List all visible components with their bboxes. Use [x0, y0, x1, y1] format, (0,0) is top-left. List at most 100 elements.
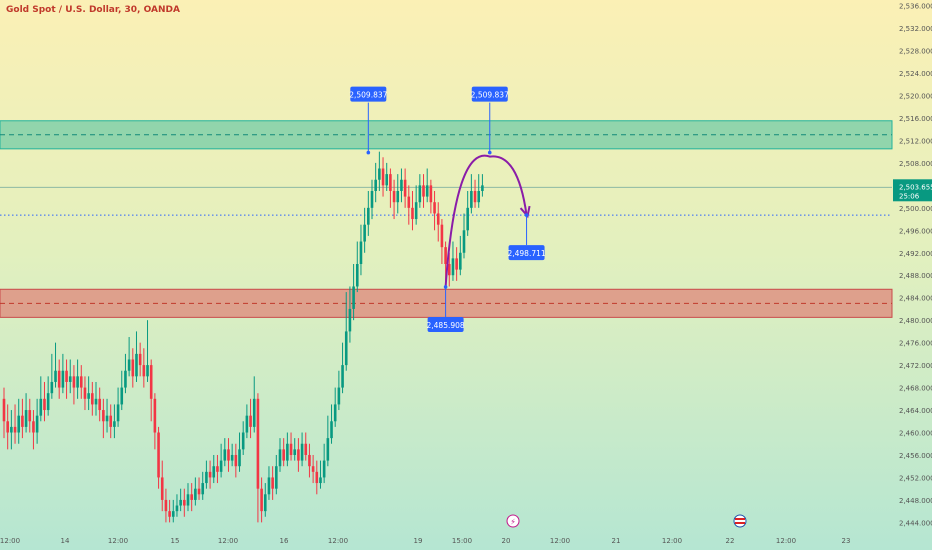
- candle-body[interactable]: [175, 505, 179, 512]
- candle-body[interactable]: [370, 190, 374, 208]
- candle-body[interactable]: [13, 426, 17, 433]
- candle-body[interactable]: [65, 370, 68, 382]
- candle-body[interactable]: [297, 449, 300, 461]
- candle-body[interactable]: [157, 432, 160, 478]
- candle-body[interactable]: [87, 393, 90, 399]
- candle-body[interactable]: [91, 393, 94, 405]
- candle-body[interactable]: [407, 196, 411, 208]
- candle-body[interactable]: [429, 185, 433, 203]
- candle-body[interactable]: [79, 376, 83, 388]
- candle-body[interactable]: [473, 190, 477, 203]
- candle-body[interactable]: [337, 387, 341, 405]
- candle-body[interactable]: [315, 471, 319, 484]
- candle-body[interactable]: [234, 454, 238, 467]
- candle-body[interactable]: [267, 477, 271, 495]
- candle-body[interactable]: [374, 179, 377, 191]
- candle-body[interactable]: [470, 190, 473, 208]
- candle-body[interactable]: [333, 404, 337, 422]
- candle-body[interactable]: [186, 494, 190, 506]
- candle-body[interactable]: [190, 494, 193, 500]
- candle-body[interactable]: [21, 415, 24, 427]
- candle-body[interactable]: [418, 185, 422, 203]
- candle-body[interactable]: [330, 421, 333, 439]
- candle-body[interactable]: [455, 258, 458, 270]
- candle-body[interactable]: [109, 415, 113, 427]
- candle-body[interactable]: [326, 438, 330, 461]
- candle-body[interactable]: [359, 241, 363, 264]
- candle-body[interactable]: [179, 499, 182, 506]
- candle-body[interactable]: [2, 398, 6, 422]
- candle-body[interactable]: [208, 471, 212, 478]
- candle-body[interactable]: [414, 202, 418, 220]
- candle-body[interactable]: [83, 387, 87, 399]
- candle-body[interactable]: [459, 252, 462, 270]
- candle-body[interactable]: [138, 353, 142, 366]
- candle-body[interactable]: [61, 370, 65, 388]
- candle-body[interactable]: [462, 230, 466, 253]
- candle-body[interactable]: [153, 398, 157, 433]
- candle-body[interactable]: [219, 460, 223, 472]
- candle-body[interactable]: [389, 174, 392, 191]
- candle-body[interactable]: [227, 449, 230, 461]
- candle-body[interactable]: [300, 443, 304, 461]
- candle-body[interactable]: [444, 247, 447, 264]
- candle-body[interactable]: [447, 264, 451, 276]
- candle-body[interactable]: [149, 365, 153, 399]
- candle-body[interactable]: [197, 488, 201, 495]
- candle-body[interactable]: [164, 499, 168, 512]
- candle-body[interactable]: [120, 387, 124, 405]
- candle-body[interactable]: [304, 443, 308, 455]
- candle-body[interactable]: [436, 213, 440, 225]
- candle-body[interactable]: [322, 460, 326, 478]
- candle-body[interactable]: [171, 511, 175, 517]
- candle-body[interactable]: [241, 432, 245, 450]
- candle-body[interactable]: [10, 426, 13, 433]
- candle-body[interactable]: [422, 185, 425, 197]
- candle-body[interactable]: [249, 415, 252, 427]
- candle-body[interactable]: [311, 466, 315, 472]
- candle-body[interactable]: [54, 370, 57, 382]
- candle-body[interactable]: [433, 202, 436, 214]
- candle-body[interactable]: [230, 454, 234, 461]
- candle-body[interactable]: [94, 398, 98, 405]
- candle-body[interactable]: [28, 410, 32, 422]
- candle-body[interactable]: [35, 415, 39, 433]
- candle-body[interactable]: [403, 179, 407, 197]
- candle-body[interactable]: [319, 477, 322, 484]
- candle-body[interactable]: [385, 174, 389, 186]
- lightning-event-icon[interactable]: [506, 514, 520, 528]
- candle-body[interactable]: [76, 376, 79, 388]
- candle-body[interactable]: [260, 488, 263, 512]
- candle-body[interactable]: [252, 398, 256, 427]
- candle-body[interactable]: [46, 393, 50, 411]
- candle-body[interactable]: [160, 477, 164, 500]
- candle-body[interactable]: [396, 190, 400, 203]
- candle-body[interactable]: [32, 421, 35, 433]
- candle-body[interactable]: [131, 359, 135, 377]
- candle-body[interactable]: [411, 207, 414, 220]
- candle-body[interactable]: [367, 207, 370, 225]
- candle-body[interactable]: [68, 376, 72, 382]
- candle-body[interactable]: [275, 466, 278, 489]
- candle-body[interactable]: [392, 190, 396, 203]
- candle-body[interactable]: [352, 286, 355, 309]
- candle-body[interactable]: [282, 449, 285, 461]
- candle-body[interactable]: [146, 365, 149, 377]
- candle-body[interactable]: [341, 365, 344, 388]
- candle-body[interactable]: [263, 494, 267, 512]
- candle-body[interactable]: [440, 224, 444, 248]
- candle-body[interactable]: [39, 398, 43, 416]
- candle-body[interactable]: [212, 466, 216, 478]
- candle-body[interactable]: [183, 499, 186, 506]
- candle-body[interactable]: [50, 381, 54, 394]
- candle-body[interactable]: [308, 454, 311, 467]
- candle-body[interactable]: [477, 190, 481, 203]
- candle-body[interactable]: [256, 398, 260, 489]
- candle-body[interactable]: [17, 415, 21, 433]
- candle-body[interactable]: [102, 410, 105, 422]
- candle-body[interactable]: [168, 511, 171, 517]
- candle-body[interactable]: [216, 466, 219, 472]
- candle-body[interactable]: [142, 365, 146, 377]
- candle-body[interactable]: [223, 449, 227, 461]
- candle-body[interactable]: [127, 359, 131, 371]
